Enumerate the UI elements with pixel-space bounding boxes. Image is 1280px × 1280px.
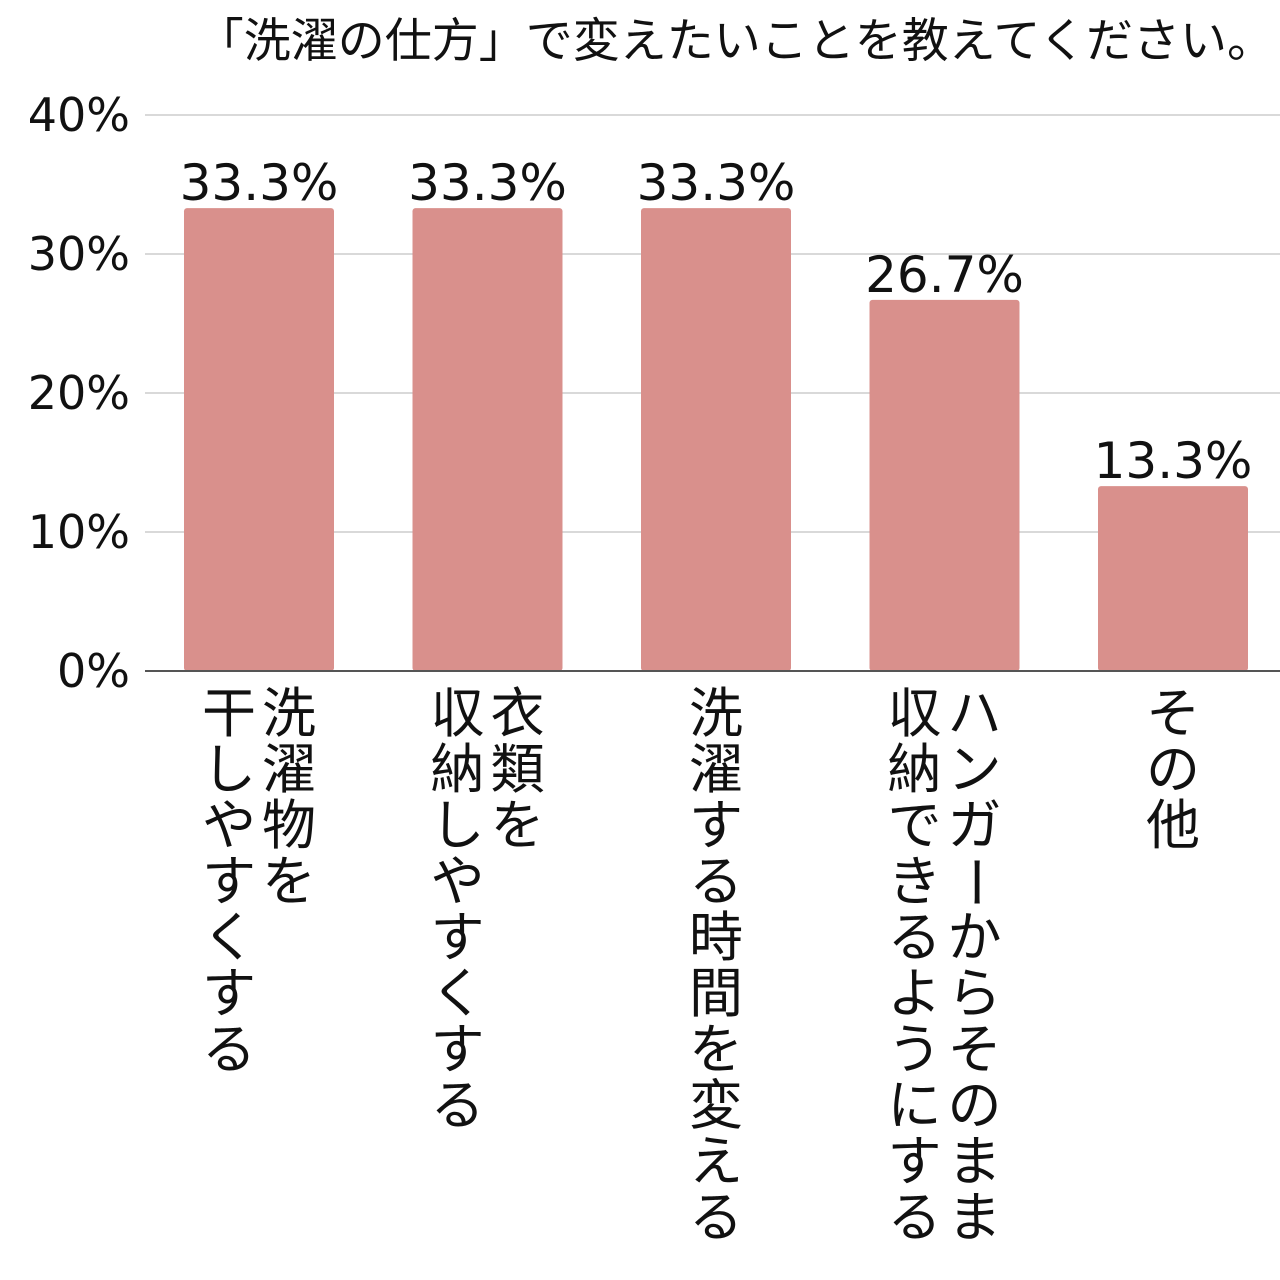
category-label-char: で xyxy=(888,794,942,857)
category-label-char: え xyxy=(689,1130,743,1193)
bar xyxy=(184,208,334,671)
y-tick-label: 10% xyxy=(28,505,130,559)
chart-title: 「洗濯の仕方」で変えたいことを教えてください。 xyxy=(196,14,1274,69)
category-label-char: 収 xyxy=(431,682,485,745)
category-label-char: か xyxy=(948,906,1002,969)
y-tick-label: 30% xyxy=(28,227,130,281)
category-label-char: ガ xyxy=(948,794,1002,857)
category-label-char: る xyxy=(888,906,942,969)
category-label-char: 洗 xyxy=(689,682,743,745)
data-label: 26.7% xyxy=(865,246,1024,304)
category-label-char: 他 xyxy=(1146,794,1200,857)
bar xyxy=(641,208,791,671)
category-label-char: る xyxy=(431,1074,485,1137)
category-label-char: を xyxy=(491,794,545,857)
category-label-char: す xyxy=(431,1018,485,1081)
category-label-char: す xyxy=(202,962,256,1025)
data-label: 33.3% xyxy=(408,154,567,212)
category-label-char: く xyxy=(202,906,256,969)
y-tick-label: 20% xyxy=(28,366,130,420)
data-label: 33.3% xyxy=(180,154,339,212)
category-label-char: の xyxy=(1146,738,1200,801)
category-label-char: よ xyxy=(888,962,942,1025)
category-label-char: く xyxy=(431,962,485,1025)
category-label-char: ハ xyxy=(948,682,1002,745)
category-label-char: 濯 xyxy=(262,738,316,801)
bar xyxy=(1098,486,1248,671)
category-label-char: る xyxy=(689,850,743,913)
bar xyxy=(412,208,563,671)
category-label-char: う xyxy=(888,1018,942,1081)
category-label-char: 物 xyxy=(262,794,316,857)
category-label-char: を xyxy=(689,1018,743,1081)
category-label-char: 変 xyxy=(689,1074,743,1137)
category-label-char: す xyxy=(202,850,256,913)
category-label-char: ー xyxy=(944,855,1007,909)
category-label-char: 洗 xyxy=(262,682,316,745)
category-label-char: し xyxy=(202,738,256,801)
category-label-char: 類 xyxy=(491,738,545,801)
category-label-char: に xyxy=(888,1074,942,1137)
category-label-char: 衣 xyxy=(491,682,545,745)
category-label-char: そ xyxy=(948,1018,1002,1081)
category-label-char: し xyxy=(431,794,485,857)
category-label-char: る xyxy=(689,1186,743,1249)
category-label-char: ら xyxy=(948,962,1002,1025)
category-label-char: ま xyxy=(948,1186,1002,1249)
category-label-char: 納 xyxy=(888,738,942,801)
category-label-char: を xyxy=(262,850,316,913)
category-label-char: の xyxy=(948,1074,1002,1137)
category-label-char: き xyxy=(888,850,942,913)
category-label-char: す xyxy=(888,1130,942,1193)
category-label-char: 濯 xyxy=(689,738,743,801)
category-label-char: 間 xyxy=(689,962,743,1025)
category-label-char: ま xyxy=(948,1130,1002,1193)
category-label-char: 納 xyxy=(431,738,485,801)
category-label-char: す xyxy=(431,906,485,969)
data-label: 13.3% xyxy=(1094,432,1253,490)
category-label-char: そ xyxy=(1146,682,1200,745)
category-label-char: 干 xyxy=(202,682,256,745)
y-tick-label: 40% xyxy=(28,88,130,142)
category-label-char: 時 xyxy=(689,906,743,969)
category-label-char: 収 xyxy=(888,682,942,745)
category-label-char: や xyxy=(431,850,485,913)
y-tick-label: 0% xyxy=(57,644,130,698)
category-label-char: る xyxy=(888,1186,942,1249)
category-label-char: や xyxy=(202,794,256,857)
category-label-char: ン xyxy=(948,738,1002,801)
category-label-char: す xyxy=(689,794,743,857)
data-label: 33.3% xyxy=(637,154,796,212)
bar xyxy=(869,299,1020,671)
category-label-char: る xyxy=(202,1018,256,1081)
